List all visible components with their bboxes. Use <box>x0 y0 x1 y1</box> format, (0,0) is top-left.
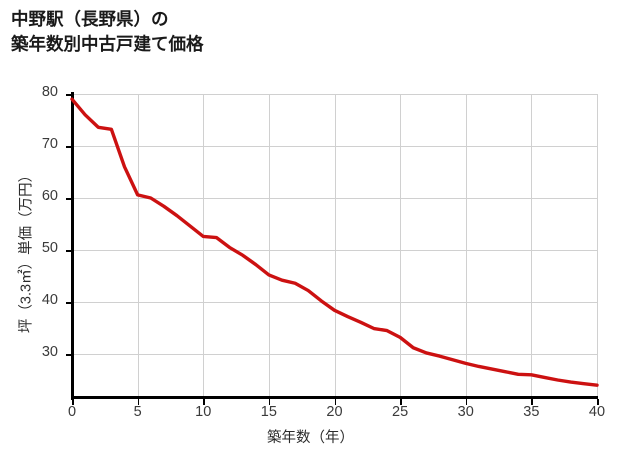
y-tick-label: 70 <box>41 136 58 152</box>
x-gridline <box>400 94 402 398</box>
y-tick-label: 80 <box>41 84 58 100</box>
page-title: 中野駅（長野県）の 築年数別中古戸建て価格 <box>11 9 204 54</box>
plot-area <box>72 94 598 398</box>
x-tick-label: 35 <box>523 404 540 420</box>
x-tick-label: 5 <box>133 404 142 420</box>
x-gridline <box>597 94 598 398</box>
x-gridline <box>203 94 205 398</box>
y-tick-mark <box>66 198 72 200</box>
x-gridline <box>137 94 139 398</box>
x-tick-label: 15 <box>260 404 277 420</box>
x-tick-label: 40 <box>588 404 606 420</box>
x-gridline <box>268 94 270 398</box>
x-tick-label: 25 <box>392 404 409 420</box>
y-tick-label: 60 <box>41 188 58 204</box>
x-tick-mark <box>400 399 402 405</box>
x-gridline <box>531 94 533 398</box>
x-gridline <box>334 94 336 398</box>
x-tick-mark <box>268 399 271 405</box>
y-tick-label: 40 <box>41 292 58 308</box>
y-tick-label: 50 <box>41 240 58 256</box>
x-axis-spine <box>71 396 598 399</box>
x-tick-mark <box>203 399 205 405</box>
y-tick-mark <box>66 354 72 356</box>
x-tick-mark <box>137 399 140 405</box>
x-gridline <box>465 94 467 398</box>
x-tick-mark <box>597 399 599 405</box>
y-tick-mark <box>66 250 72 252</box>
y-tick-mark <box>66 302 72 304</box>
y-tick-mark <box>66 146 72 148</box>
y-tick-label: 30 <box>41 344 58 360</box>
x-tick-mark <box>72 399 74 405</box>
x-tick-label: 30 <box>457 404 474 420</box>
x-tick-label: 20 <box>326 404 343 420</box>
y-tick-mark <box>66 94 72 96</box>
x-tick-mark <box>531 399 533 405</box>
x-tick-mark <box>334 399 336 405</box>
x-tick-mark <box>465 399 468 405</box>
x-axis-title: 築年数（年） <box>267 430 354 446</box>
x-tick-label: 0 <box>67 404 77 420</box>
x-tick-label: 10 <box>195 404 212 420</box>
